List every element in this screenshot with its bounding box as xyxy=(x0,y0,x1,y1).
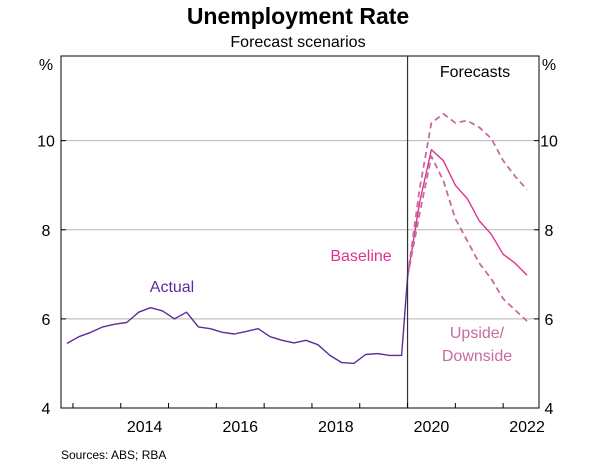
y-tick-label-right: 8 xyxy=(545,223,554,240)
axis-ticks: 4 4 6 6 8 8 10 10 2014 2016 2018 2020 2022 xyxy=(37,134,558,436)
x-tick-label: 2020 xyxy=(414,419,450,436)
scenarios-label-line-2: Downside xyxy=(442,348,512,365)
x-tick-label: 2014 xyxy=(127,419,163,436)
scenarios-label-line-1: Upside/ xyxy=(450,325,505,342)
y-tick-label-left: 10 xyxy=(37,134,55,151)
chart-title: Unemployment Rate xyxy=(187,3,409,29)
forecast-label: Forecasts xyxy=(440,64,510,81)
y-tick-label-left: 8 xyxy=(42,223,51,240)
y-tick-label-left: 4 xyxy=(42,401,51,418)
y-tick-label-right: 4 xyxy=(545,401,554,418)
grid-lines xyxy=(61,140,539,320)
x-tick-label: 2016 xyxy=(222,419,258,436)
series-line-upside xyxy=(406,155,528,322)
y-unit-right: % xyxy=(542,57,556,74)
plot-frame xyxy=(60,55,540,409)
series-line-actual xyxy=(66,276,409,365)
baseline-series-label: Baseline xyxy=(330,248,391,265)
y-tick-label-right: 10 xyxy=(540,134,558,151)
series-line-downside xyxy=(406,113,528,277)
x-tick-label: 2018 xyxy=(318,419,354,436)
series-lines xyxy=(66,113,528,365)
y-tick-label-right: 6 xyxy=(545,312,554,329)
y-unit-left: % xyxy=(39,57,53,74)
source-note: Sources: ABS; RBA xyxy=(61,448,166,462)
x-tick-label: 2022 xyxy=(509,419,545,436)
series-line-baseline xyxy=(406,148,528,277)
actual-series-label: Actual xyxy=(150,279,194,296)
y-tick-label-left: 6 xyxy=(42,312,51,329)
chart-subtitle: Forecast scenarios xyxy=(230,34,365,51)
